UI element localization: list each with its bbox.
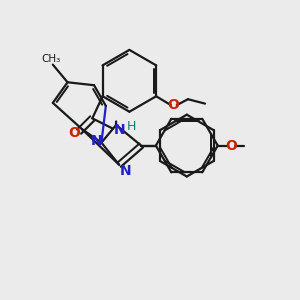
Text: N: N <box>114 123 125 137</box>
Text: N: N <box>120 164 131 178</box>
Text: CH₃: CH₃ <box>42 54 61 64</box>
Text: H: H <box>127 120 136 133</box>
Text: O: O <box>68 126 80 140</box>
Text: N: N <box>90 134 102 148</box>
Text: O: O <box>167 98 179 112</box>
Text: O: O <box>226 139 238 153</box>
